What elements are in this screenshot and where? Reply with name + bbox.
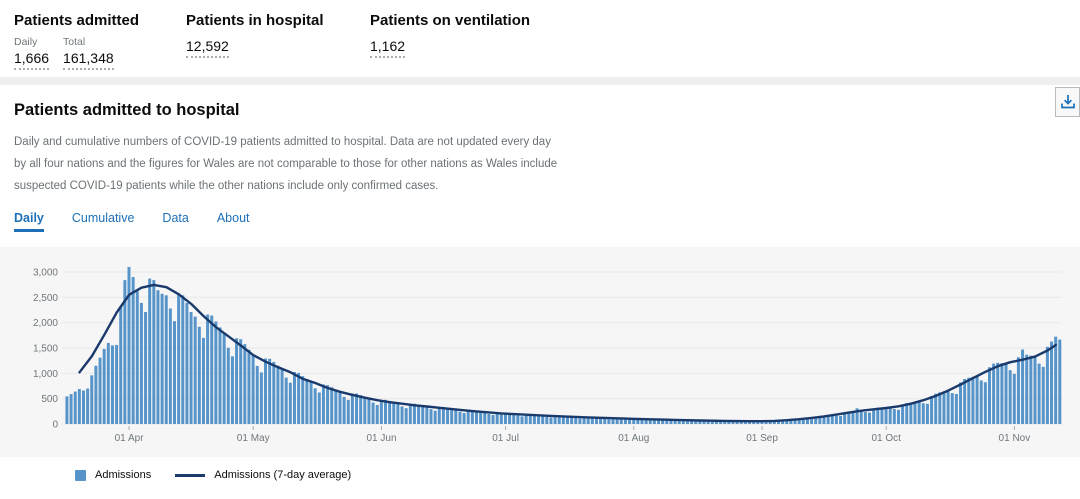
stat-title: Patients admitted: [14, 12, 140, 29]
admissions-chart-canvas: 0 500 1,000 1,500 2,000 2,500 3,000 01 Apr 01 Ma…: [33, 266, 1062, 444]
svg-text:0: 0: [52, 420, 58, 431]
stat-patients-on-ventilation: Patients on ventilation 1,162: [370, 12, 530, 77]
stat-daily: Daily 1,666: [14, 36, 50, 70]
download-button[interactable]: [1055, 87, 1080, 117]
admissions-chart: 0 500 1,000 1,500 2,000 2,500 3,000 01 Apr 01 Ma…: [0, 247, 1080, 457]
stat-title: Patients in hospital: [186, 12, 324, 29]
svg-text:01 Oct: 01 Oct: [871, 433, 901, 444]
stat-title: Patients on ventilation: [370, 12, 531, 29]
stat-patients-admitted: Patients admitted Daily 1,666 Total 161,…: [14, 12, 186, 77]
tab-daily[interactable]: Daily: [14, 211, 44, 232]
svg-text:01 May: 01 May: [237, 433, 270, 444]
svg-text:2,500: 2,500: [33, 293, 58, 304]
stat-total-value: 161,348: [63, 50, 114, 70]
stat-total: Total 161,348: [63, 36, 114, 70]
stat-in-hospital-value: 12,592: [186, 38, 229, 58]
download-icon: [1060, 94, 1076, 110]
admissions-swatch: [75, 469, 86, 481]
card-title: Patients admitted to hospital: [14, 101, 240, 119]
section-divider: [0, 77, 1080, 85]
summary-stats-row: Patients admitted Daily 1,666 Total 161,…: [0, 0, 1080, 77]
tab-about[interactable]: About: [216, 211, 250, 225]
svg-text:500: 500: [41, 394, 58, 405]
svg-text:1,500: 1,500: [33, 344, 58, 355]
svg-text:01 Jul: 01 Jul: [492, 433, 519, 444]
chart-tabs: Daily Cumulative Data About: [0, 211, 1080, 232]
patients-admitted-card: Patients admitted to hospital Daily and …: [0, 85, 1080, 481]
stat-daily-label: Daily: [14, 36, 38, 48]
stat-patients-in-hospital: Patients in hospital 12,592: [186, 12, 370, 77]
stat-total-label: Total: [63, 36, 86, 48]
svg-text:3,000: 3,000: [33, 268, 58, 279]
svg-text:01 Apr: 01 Apr: [115, 433, 145, 444]
stat-ventilation-value: 1,162: [370, 38, 406, 58]
chart-legend: Admissions Admissions (7-day average): [0, 457, 1080, 481]
legend-label-admissions: Admissions: [95, 469, 152, 481]
tab-cumulative[interactable]: Cumulative: [71, 211, 135, 225]
stat-daily-value: 1,666: [14, 50, 50, 70]
svg-text:01 Sep: 01 Sep: [746, 433, 778, 444]
card-description: Daily and cumulative numbers of COVID-19…: [14, 136, 558, 192]
svg-text:01 Nov: 01 Nov: [999, 433, 1031, 444]
legend-label-average: Admissions (7-day average): [214, 469, 352, 481]
average-line-swatch: [175, 473, 206, 477]
svg-text:01 Aug: 01 Aug: [618, 433, 649, 444]
svg-text:2,000: 2,000: [33, 318, 58, 329]
svg-text:01 Jun: 01 Jun: [366, 433, 396, 444]
tab-data[interactable]: Data: [162, 211, 189, 225]
svg-text:1,000: 1,000: [33, 369, 58, 380]
